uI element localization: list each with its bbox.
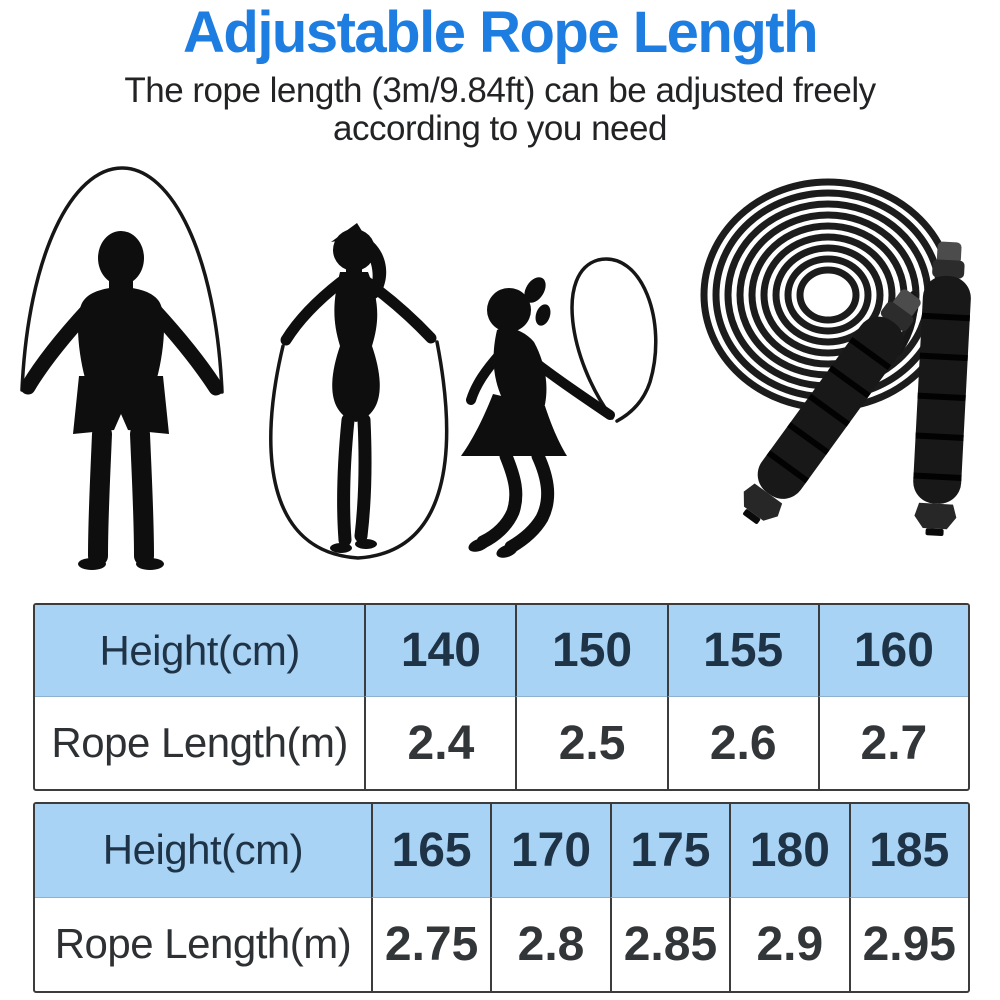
header-cell: 150	[515, 605, 667, 697]
header-cell: 180	[729, 804, 849, 898]
rope-length-table-1: Height(cm) 140 150 155 160 Rope Length(m…	[33, 603, 970, 791]
rope-length-table-2: Height(cm) 165 170 175 180 185 Rope Leng…	[33, 802, 970, 993]
subtitle-line-1: The rope length (3m/9.84ft) can be adjus…	[124, 71, 876, 110]
value-cell: 2.5	[515, 697, 666, 789]
header-cell: Height(cm)	[35, 804, 371, 898]
header-cell: 170	[490, 804, 610, 898]
woman-jumping-rope-silhouette	[269, 223, 449, 560]
girl-jumping-rope-silhouette	[461, 257, 658, 558]
value-cell: 2.75	[370, 897, 490, 991]
value-cell: 2.95	[848, 897, 968, 991]
subtitle: The rope length (3m/9.84ft) can be adjus…	[0, 72, 1000, 148]
value-cell: 2.4	[364, 697, 515, 789]
value-cell: 2.6	[666, 697, 818, 789]
value-cell: 2.9	[729, 897, 848, 991]
illustration-band	[20, 166, 971, 570]
header-cell: 140	[364, 605, 516, 697]
rope-handle-right	[913, 241, 971, 537]
jump-rope-product-photo	[700, 178, 971, 537]
page-title: Adjustable Rope Length	[183, 0, 819, 65]
rope-handle-left	[743, 289, 921, 524]
subtitle-line-2: according to you need	[333, 109, 667, 148]
header-cell: 155	[666, 605, 818, 697]
header-cell: 185	[848, 804, 968, 898]
value-cell: Rope Length(m)	[51, 719, 348, 766]
value-cell: 2.8	[490, 897, 609, 991]
header-cell: Height(cm)	[35, 605, 365, 697]
header-cell: 160	[817, 605, 968, 697]
value-cell: 2.85	[609, 897, 729, 991]
header-cell: 165	[370, 804, 491, 898]
man-jumping-rope-silhouette	[20, 166, 224, 570]
header-cell: 175	[609, 804, 730, 898]
value-cell: Rope Length(m)	[54, 920, 352, 968]
value-cell: 2.7	[817, 697, 968, 789]
